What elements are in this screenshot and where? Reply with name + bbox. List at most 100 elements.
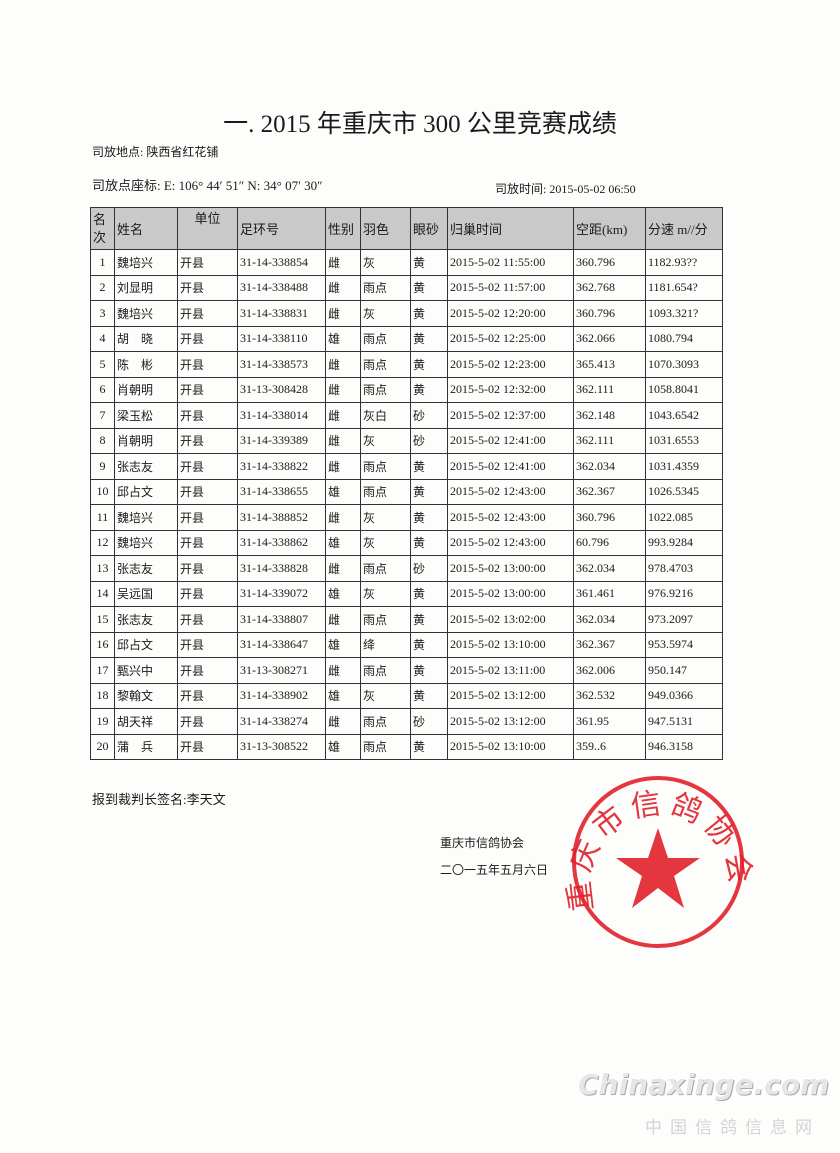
table-cell: 31-14-338014 <box>237 402 326 429</box>
referee-signature: 报到裁判长签名:李天文 <box>92 792 226 807</box>
table-cell: 2 <box>90 274 115 301</box>
table-cell: 绛 <box>360 631 411 658</box>
table-cell: 2015-5-02 12:41:00 <box>447 427 574 454</box>
table-cell: 31-14-338647 <box>237 631 326 658</box>
table-cell: 360.796 <box>573 300 646 327</box>
table-cell: 雄 <box>325 325 361 352</box>
table-cell: 31-14-338274 <box>237 708 326 735</box>
table-cell: 1080.794 <box>645 325 723 352</box>
table-cell: 黄 <box>410 631 448 658</box>
table-cell: 31-14-338902 <box>237 682 326 709</box>
table-cell: 2015-5-02 12:32:00 <box>447 376 574 403</box>
watermark-subtext: 中国信鸽信息网 <box>645 1118 820 1137</box>
table-cell: 7 <box>90 402 115 429</box>
table-cell: 31-13-308428 <box>237 376 326 403</box>
table-cell: 灰 <box>360 682 411 709</box>
table-cell: 雄 <box>325 580 361 607</box>
table-cell: 2015-5-02 13:00:00 <box>447 555 574 582</box>
table-cell: 灰 <box>360 249 411 276</box>
table-cell: 开县 <box>177 325 238 352</box>
table-cell: 1181.654? <box>645 274 723 301</box>
table-cell: 2015-5-02 12:25:00 <box>447 325 574 352</box>
table-cell: 31-14-338822 <box>237 453 326 480</box>
table-cell: 开县 <box>177 657 238 684</box>
table-cell: 359..6 <box>573 733 646 760</box>
table-cell: 4 <box>90 325 115 352</box>
table-cell: 雄 <box>325 733 361 760</box>
table-cell: 31-14-338488 <box>237 274 326 301</box>
table-cell: 开县 <box>177 682 238 709</box>
table-cell: 灰 <box>360 427 411 454</box>
table-row: 13 张志友 开县 31-14-338828 雌雨点砂 2015-5-02 13:00:0… <box>90 555 723 582</box>
table-cell: 开县 <box>177 733 238 760</box>
table-cell: 开县 <box>177 274 238 301</box>
table-cell: 黄 <box>410 300 448 327</box>
table-cell: 2015-5-02 13:10:00 <box>447 631 574 658</box>
table-cell: 雌 <box>325 351 361 378</box>
table-cell: 950.147 <box>645 657 723 684</box>
table-cell: 362.034 <box>573 555 646 582</box>
table-cell: 开县 <box>177 453 238 480</box>
table-cell: 3 <box>90 300 115 327</box>
table-cell: 张志友 <box>114 555 178 582</box>
table-cell: 12 <box>90 529 115 556</box>
table-cell: 31-14-338854 <box>237 249 326 276</box>
table-cell: 1070.3093 <box>645 351 723 378</box>
table-cell: 1022.085 <box>645 504 723 531</box>
table-cell: 刘显明 <box>114 274 178 301</box>
table-cell: 开县 <box>177 351 238 378</box>
table-cell: 黄 <box>410 606 448 633</box>
table-cell: 雨点 <box>360 708 411 735</box>
issue-date: 二〇一五年五月六日 <box>440 863 549 877</box>
table-cell: 雌 <box>325 274 361 301</box>
table-cell: 黄 <box>410 376 448 403</box>
table-cell: 2015-5-02 12:23:00 <box>447 351 574 378</box>
table-cell: 2015-5-02 13:10:00 <box>447 733 574 760</box>
table-row: 20 蒲 兵开县 31-13-308522 雄雨点黄 2015-5-02 13:10:0… <box>90 733 723 760</box>
table-cell: 978.4703 <box>645 555 723 582</box>
table-cell: 362.066 <box>573 325 646 352</box>
table-cell: 砂 <box>410 555 448 582</box>
table-header: 名次 姓名 单位 足环号 性别 羽色 眼砂 归巢时间 空距(km) 分速 m//分 <box>90 207 723 250</box>
table-cell: 灰 <box>360 504 411 531</box>
table-cell: 雨点 <box>360 657 411 684</box>
table-cell: 雄 <box>325 478 361 505</box>
table-cell: 362.768 <box>573 274 646 301</box>
column-header: 单位 <box>177 207 238 250</box>
table-cell: 2015-5-02 11:57:00 <box>447 274 574 301</box>
table-cell: 开县 <box>177 300 238 327</box>
table-cell: 吴远国 <box>114 580 178 607</box>
table-cell: 31-13-308522 <box>237 733 326 760</box>
table-cell: 13 <box>90 555 115 582</box>
table-cell: 灰 <box>360 580 411 607</box>
table-cell: 黄 <box>410 274 448 301</box>
table-cell: 开县 <box>177 376 238 403</box>
table-cell: 雌 <box>325 657 361 684</box>
table-cell: 19 <box>90 708 115 735</box>
release-site: 司放地点: 陕西省红花铺 <box>92 145 219 159</box>
release-time: 司放时间: 2015-05-02 06:50 <box>495 182 636 196</box>
table-cell: 邱占文 <box>114 631 178 658</box>
table-cell: 雌 <box>325 249 361 276</box>
table-cell: 31-14-338807 <box>237 606 326 633</box>
table-cell: 蒲 兵 <box>114 733 178 760</box>
table-cell: 1026.5345 <box>645 478 723 505</box>
table-cell: 黄 <box>410 580 448 607</box>
table-cell: 雄 <box>325 682 361 709</box>
table-cell: 9 <box>90 453 115 480</box>
table-cell: 黄 <box>410 453 448 480</box>
table-cell: 2015-5-02 13:12:00 <box>447 682 574 709</box>
table-cell: 362.034 <box>573 606 646 633</box>
table-cell: 31-14-338655 <box>237 478 326 505</box>
table-cell: 2015-5-02 13:00:00 <box>447 580 574 607</box>
table-cell: 砂 <box>410 427 448 454</box>
table-cell: 1031.4359 <box>645 453 723 480</box>
table-cell: 31-14-338573 <box>237 351 326 378</box>
table-cell: 黄 <box>410 325 448 352</box>
table-cell: 5 <box>90 351 115 378</box>
table-cell: 雨点 <box>360 351 411 378</box>
table-row: 19 胡天祥 开县 31-14-338274 雌雨点砂 2015-5-02 13:12:0… <box>90 708 723 735</box>
table-cell: 魏培兴 <box>114 529 178 556</box>
table-cell: 黎翰文 <box>114 682 178 709</box>
